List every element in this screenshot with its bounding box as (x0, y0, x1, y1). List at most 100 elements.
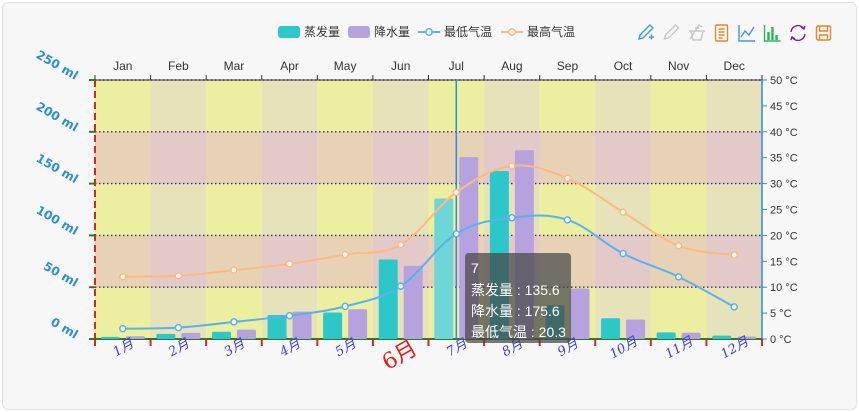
column-band (206, 80, 262, 339)
row-band (95, 184, 762, 236)
bar-precipitation[interactable] (403, 265, 423, 339)
max-temp-point[interactable] (563, 174, 572, 183)
y-right-tick-label: 25 °C (770, 205, 798, 217)
bar-evaporation[interactable] (323, 312, 343, 339)
column-band (650, 80, 707, 339)
min-temp-point[interactable] (619, 249, 627, 258)
min-temp-point[interactable] (174, 323, 183, 332)
max-temp-point[interactable] (619, 208, 627, 216)
restore-icon[interactable] (788, 23, 808, 43)
y-left-tick-label: 250 ml (34, 48, 81, 83)
column-band (317, 80, 373, 339)
y-right-tick-label: 40 °C (770, 127, 798, 139)
x-top-tick-label: Mar (224, 59, 245, 73)
tooltip-row: 最低气温 : 20.3 (471, 324, 566, 340)
line-shape (740, 26, 755, 38)
max-temp-point[interactable] (285, 260, 294, 268)
min-temp-point[interactable] (452, 230, 461, 238)
bar-precipitation[interactable] (181, 332, 201, 339)
toolbox (635, 23, 834, 43)
bar-precipitation[interactable] (292, 311, 312, 339)
x-top-tick-label: Apr (280, 59, 299, 73)
legend-label: 最低气温 (444, 24, 492, 39)
max-temp-point[interactable] (674, 242, 683, 250)
bar-evaporation[interactable] (267, 314, 287, 339)
x-top-tick-label: Sep (557, 59, 579, 73)
line-series (119, 162, 738, 333)
bar-evaporation[interactable] (100, 336, 120, 339)
plot-bands (95, 80, 762, 339)
data-view-icon[interactable] (712, 23, 732, 43)
max-temp-point[interactable] (730, 251, 738, 259)
bar-evaporation[interactable] (434, 198, 454, 339)
max-temp-point[interactable] (508, 162, 516, 170)
max-temp-point[interactable] (452, 188, 461, 197)
bar-evaporation[interactable] (378, 259, 398, 339)
legend-item[interactable]: 最低气温 (418, 24, 492, 39)
doc-shape (714, 24, 729, 42)
y-right-tick-label: 50 °C (770, 75, 798, 87)
x-top-tick-label: Jul (449, 59, 464, 73)
line-chart-icon[interactable] (737, 23, 757, 43)
bar-precipitation[interactable] (236, 329, 256, 339)
bar-evaporation[interactable] (712, 335, 732, 339)
bar-precipitation[interactable] (626, 319, 646, 339)
x-top-tick-label: May (334, 59, 357, 73)
pencil-shape (638, 24, 654, 40)
min-temp-point[interactable] (396, 282, 405, 290)
tooltip-row: 降水量 : 175.6 (471, 303, 560, 319)
legend-item[interactable]: 降水量 (348, 25, 410, 39)
x-top-tick-label: Aug (501, 59, 522, 73)
doc-lines (718, 28, 725, 39)
min-temp-point[interactable] (119, 324, 127, 333)
legend-item[interactable]: 最高气温 (501, 24, 575, 39)
bar-evaporation[interactable] (656, 332, 676, 339)
mark-undo-icon-hit[interactable] (661, 23, 681, 43)
min-temp-point[interactable] (674, 273, 683, 281)
pencil-shape (663, 24, 680, 40)
row-band (95, 131, 762, 184)
mark-icon-hit[interactable] (635, 23, 655, 43)
min-temp-point[interactable] (230, 318, 238, 326)
pencil-shape (689, 24, 703, 40)
y-right-tick-label: 10 °C (770, 282, 798, 294)
legend-swatch (278, 26, 300, 38)
min-temp-point[interactable] (563, 216, 572, 224)
bar-precipitation[interactable] (125, 336, 145, 339)
bar-evaporation[interactable] (601, 318, 621, 339)
bar-precipitation[interactable] (681, 332, 701, 339)
axes-shape (738, 25, 755, 42)
max-temp-point[interactable] (174, 272, 183, 280)
bar-evaporation[interactable] (211, 331, 231, 339)
mark-clear-icon[interactable] (686, 23, 706, 43)
data-view-icon-hit[interactable] (712, 23, 732, 43)
tooltip-box (465, 253, 571, 343)
bar-precipitation[interactable] (570, 288, 590, 339)
min-temp-point[interactable] (341, 302, 349, 311)
mark-undo-icon[interactable] (661, 23, 681, 43)
x-top-tick-label: Nov (668, 59, 689, 73)
bar-chart-icon[interactable] (763, 23, 783, 43)
max-temp-point[interactable] (396, 240, 405, 249)
arrowheads-shape (790, 25, 806, 41)
x-top-tick-label: Jan (113, 59, 132, 73)
x-bottom-tick-label: 6月 (378, 336, 422, 376)
bar-evaporation[interactable] (156, 333, 176, 339)
y-right-tick-label: 5 °C (770, 308, 792, 320)
max-temp-point[interactable] (119, 273, 127, 281)
max-temp-point[interactable] (341, 250, 349, 259)
max-temp-point[interactable] (230, 266, 238, 274)
disk-detail (818, 26, 829, 40)
x-top-tick-label: Feb (168, 59, 189, 73)
save-image-icon[interactable] (814, 23, 834, 43)
bar-precipitation[interactable] (348, 309, 368, 339)
min-temp-point[interactable] (730, 303, 738, 311)
x-top-tick-label: Dec (724, 59, 745, 73)
min-temp-point[interactable] (508, 214, 516, 222)
bar-precipitation[interactable] (737, 336, 757, 339)
mark-icon[interactable] (635, 23, 655, 43)
legend-item[interactable]: 蒸发量 (278, 24, 340, 39)
min-temp-point[interactable] (285, 311, 294, 320)
column-band (261, 80, 318, 339)
